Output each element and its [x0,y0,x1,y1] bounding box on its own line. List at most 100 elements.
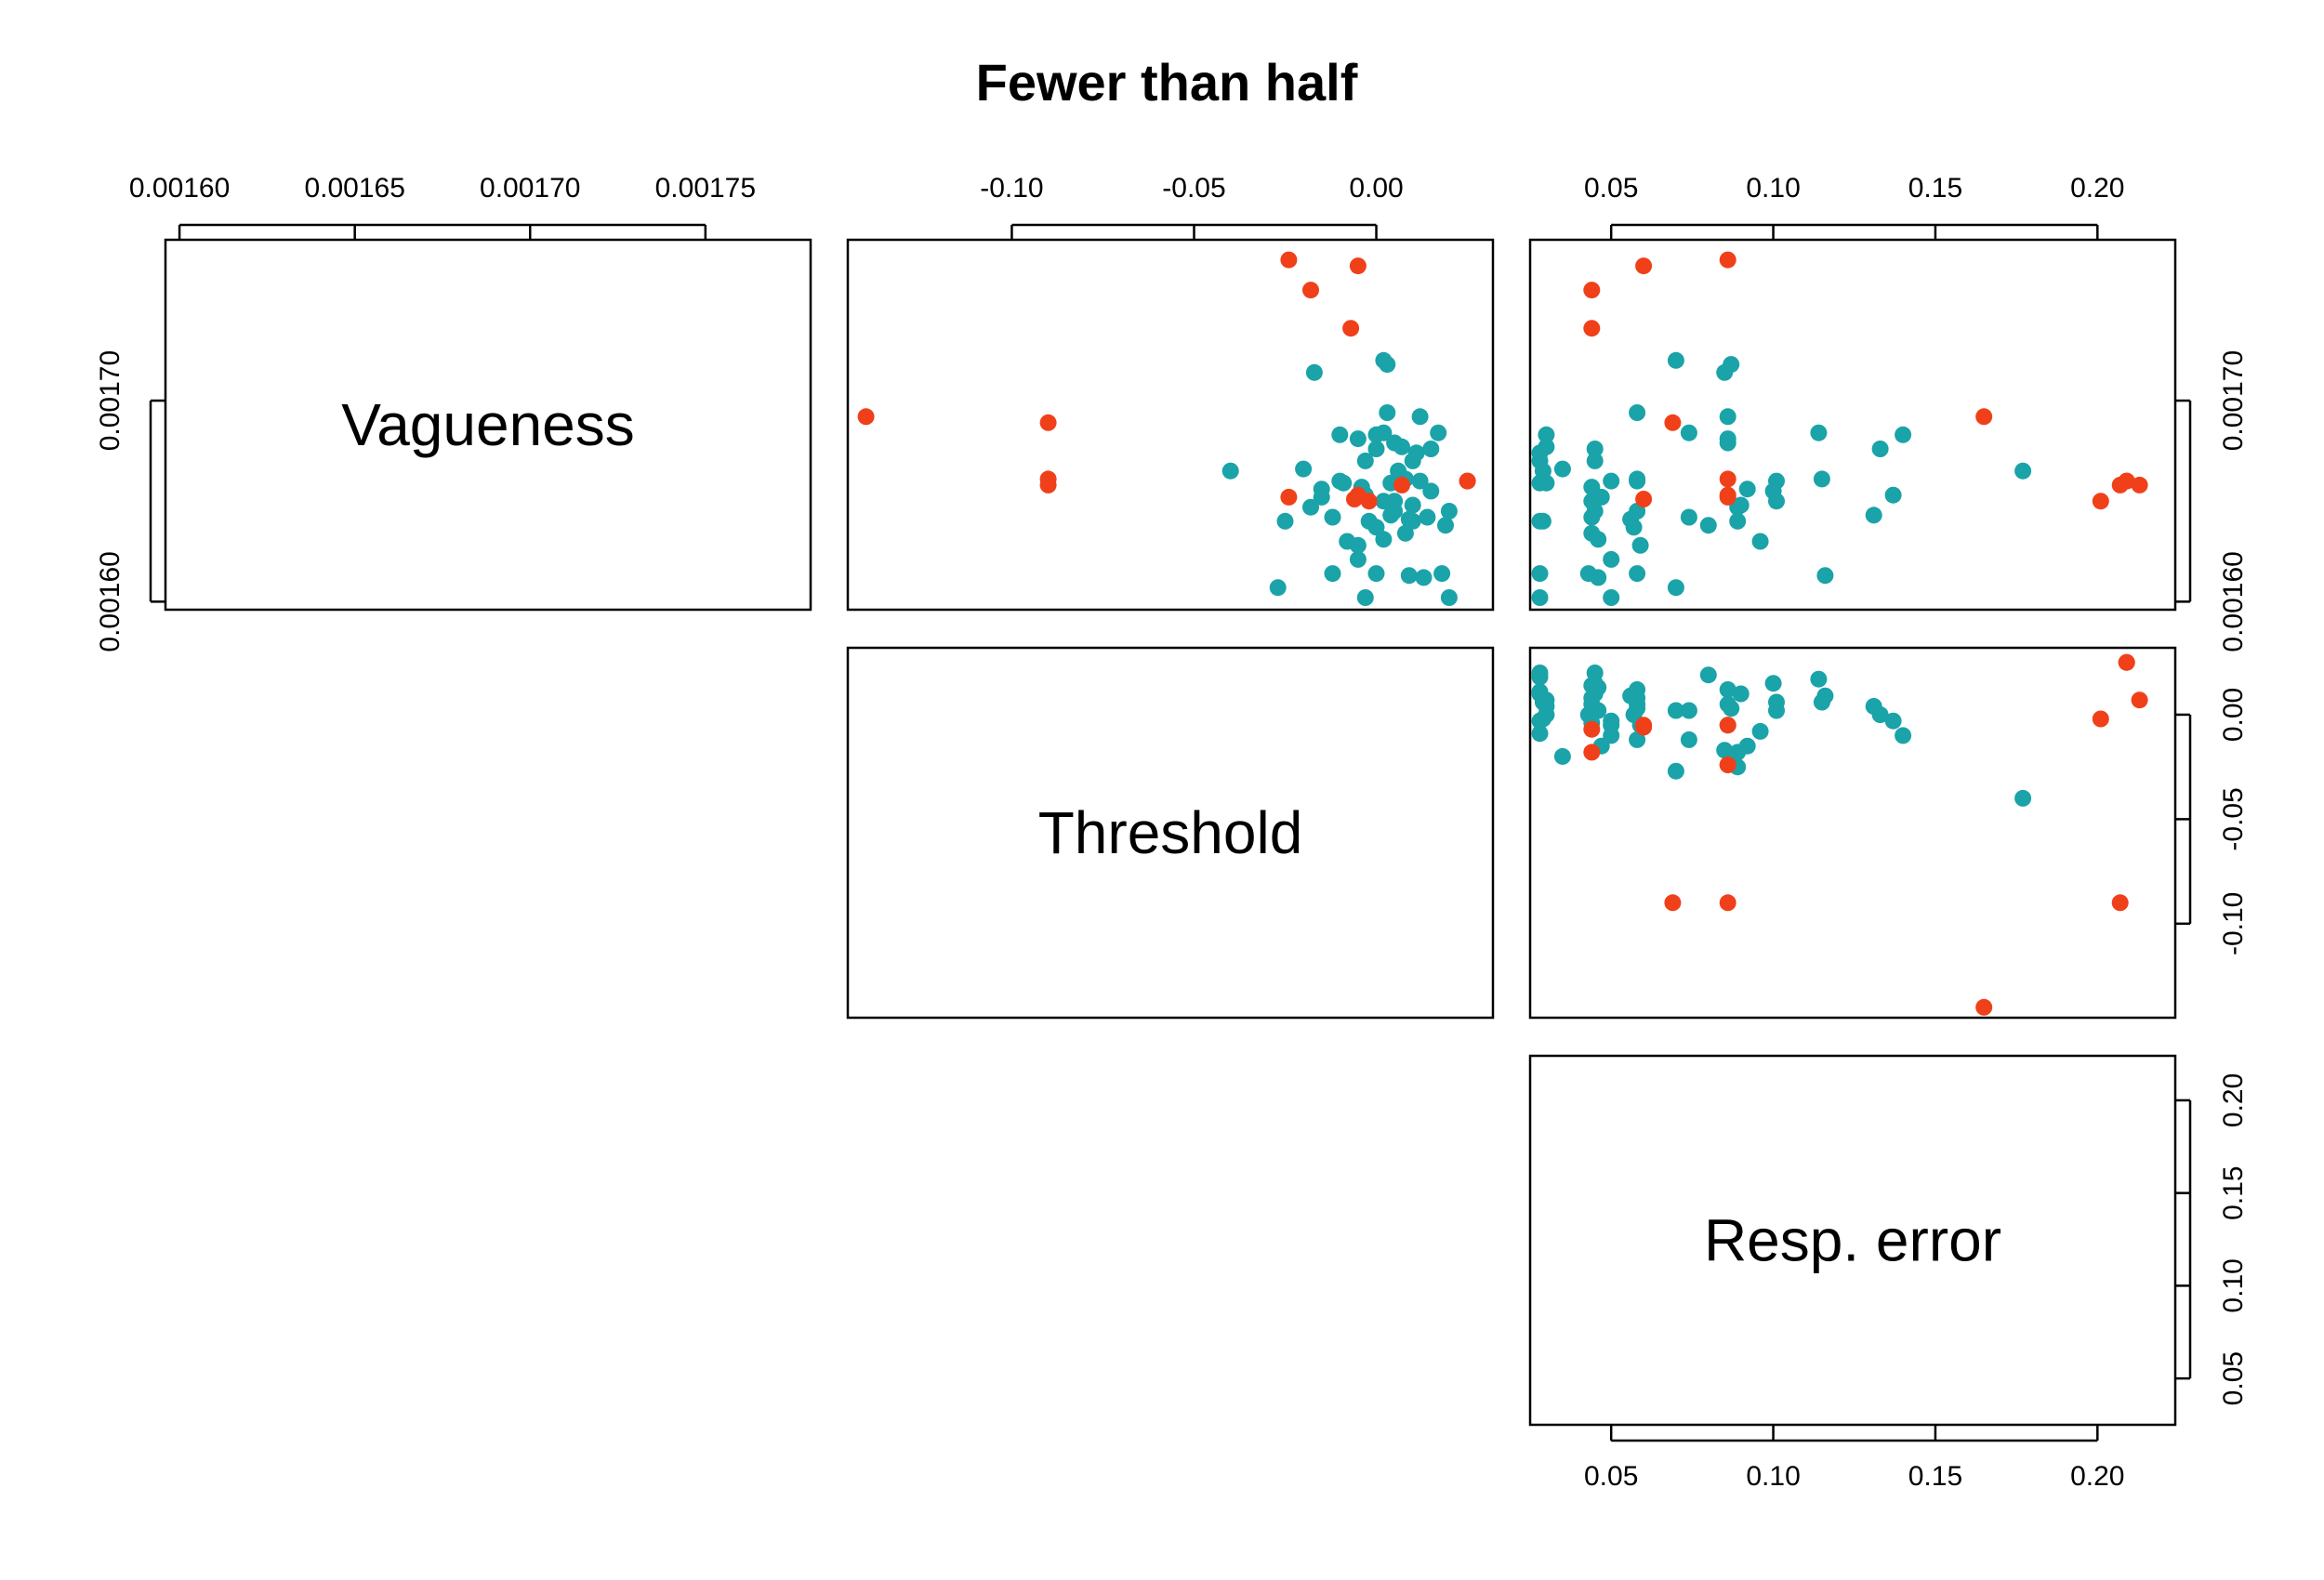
data-point-group_a-1-2 [1699,666,1717,684]
right-axis-tick-label: 0.10 [2218,1258,2249,1312]
data-point-group_a-0-2 [1732,496,1750,514]
data-point-group_b-1-2 [1975,998,1993,1016]
data-point-group_a-0-2 [1586,452,1604,469]
data-point-group_a-1-2 [1719,695,1736,713]
right-axis-tick-label: -0.10 [2218,892,2249,955]
diagonal-label-2: Resp. error [1704,1207,2001,1274]
panel-0-0 [164,238,812,612]
data-point-group_a-0-2 [1768,493,1785,510]
data-point-group_a-0-1 [1375,531,1393,548]
data-point-group_a-0-2 [1622,510,1640,528]
right-axis-tick-label: 0.00 [2218,688,2249,742]
panel-2-2 [1528,1054,2177,1427]
data-point-group_a-0-2 [1699,517,1717,534]
top-axis-tick-label: -0.10 [980,173,1043,204]
data-point-group_a-0-1 [1324,508,1341,526]
data-point-group_a-0-2 [1531,589,1549,606]
diagonal-label-0: Vagueness [341,391,635,458]
data-point-group_a-0-1 [1356,589,1374,606]
data-point-group_b-0-2 [2118,472,2135,490]
data-point-group_a-0-2 [1810,424,1828,441]
data-point-group_a-0-1 [1295,460,1313,478]
right-axis-tick-label: 0.20 [2218,1073,2249,1127]
data-point-group_a-0-1 [1411,408,1429,426]
right-axis-tick-label: 0.00170 [2218,350,2249,451]
top-axis-tick-label: 0.10 [1746,173,1800,204]
data-point-group_a-1-2 [1895,727,1912,744]
data-point-group_a-0-2 [1667,351,1684,369]
data-point-group_a-0-1 [1375,424,1393,441]
data-point-group_a-1-2 [1680,702,1697,719]
data-point-group_a-0-2 [1531,565,1549,583]
data-point-group_a-0-1 [1305,363,1323,381]
data-point-group_b-0-2 [1975,408,1993,426]
data-point-group_b-0-2 [1664,414,1682,431]
data-point-group_a-0-2 [1629,404,1646,421]
panel-0-2 [1528,238,2177,612]
data-point-group_a-0-1 [1382,507,1400,524]
data-point-group_a-1-2 [1768,693,1785,711]
data-point-group_a-0-2 [1738,481,1756,498]
data-point-group_b-0-2 [2131,476,2148,494]
data-point-group_b-0-1 [1280,251,1298,269]
data-point-group_a-1-2 [1629,731,1646,748]
data-point-group_a-0-1 [1339,533,1356,550]
data-point-group_b-0-2 [2092,493,2109,510]
top-axis-tick-label: -0.05 [1162,173,1225,204]
bottom-axis-tick-label: 0.15 [1908,1461,1962,1492]
top-axis-tick-label: 0.00170 [480,173,580,204]
data-point-group_a-1-2 [1810,670,1828,688]
data-point-group_b-1-2 [2111,894,2129,912]
data-point-group_a-1-2 [1813,693,1830,711]
panels: Vagueness Threshold Resp. error 0.00160 0.00… [95,173,2249,1492]
data-point-group_a-0-1 [1367,565,1385,583]
data-point-group_b-1-2 [1664,894,1682,912]
data-point-group_a-0-1 [1349,430,1367,448]
data-point-group_b-1-2 [1719,894,1736,912]
data-point-group_a-0-1 [1302,498,1319,516]
right-axis-tick-label: 0.00160 [2218,551,2249,652]
data-point-group_a-0-1 [1419,508,1436,526]
data-point-group_a-1-2 [1534,710,1552,728]
data-point-group_a-0-2 [1629,470,1646,488]
data-point-group_a-0-2 [1813,470,1830,488]
data-point-group_a-0-2 [1603,589,1620,606]
data-point-group_b-0-1 [1393,476,1410,494]
right-axis-tick-label: 0.05 [2218,1351,2249,1405]
data-point-group_a-1-2 [1629,700,1646,718]
panel-1-2 [1528,646,2177,1020]
data-point-group_a-0-2 [1871,441,1889,457]
data-point-group_a-0-1 [1386,434,1404,452]
data-point-group_b-1-2 [2092,710,2109,728]
data-point-group_b-0-2 [1719,251,1736,269]
top-axis-tick-label: 0.15 [1908,173,1962,204]
data-point-group_a-1-2 [1553,747,1571,765]
right-axis-tick-label: 0.15 [2218,1165,2249,1219]
data-point-group_a-0-1 [1375,493,1393,510]
data-point-group_a-0-1 [1437,517,1454,534]
data-point-group_a-0-1 [1422,482,1440,500]
data-point-group_a-0-1 [1415,569,1433,586]
data-point-group_a-1-2 [1531,665,1549,681]
data-point-group_a-0-2 [1719,408,1736,426]
data-point-group_a-0-1 [1430,424,1447,441]
data-point-group_a-0-1 [1367,519,1385,536]
data-point-group_b-0-1 [857,408,875,426]
data-point-group_a-1-2 [1579,706,1597,723]
panel-0-1 [846,238,1495,612]
data-point-group_a-0-1 [1313,488,1330,506]
data-point-group_b-0-2 [1635,257,1653,275]
data-point-group_a-0-2 [1534,462,1552,480]
data-point-group_a-0-2 [1531,444,1549,462]
data-point-group_a-1-2 [1603,712,1620,730]
data-point-group_b-1-2 [1719,717,1736,734]
data-point-group_a-0-2 [1586,441,1604,457]
data-point-group_b-0-1 [1342,320,1360,337]
left-axis-tick-label: 0.00160 [95,551,125,652]
data-point-group_a-0-1 [1411,472,1429,490]
data-point-group_a-0-2 [1590,569,1607,586]
right-axis-tick-label: -0.05 [2218,787,2249,850]
data-point-group_a-1-2 [1586,685,1604,703]
data-point-group_a-0-2 [1816,567,1834,585]
data-point-group_a-0-1 [1400,567,1418,585]
